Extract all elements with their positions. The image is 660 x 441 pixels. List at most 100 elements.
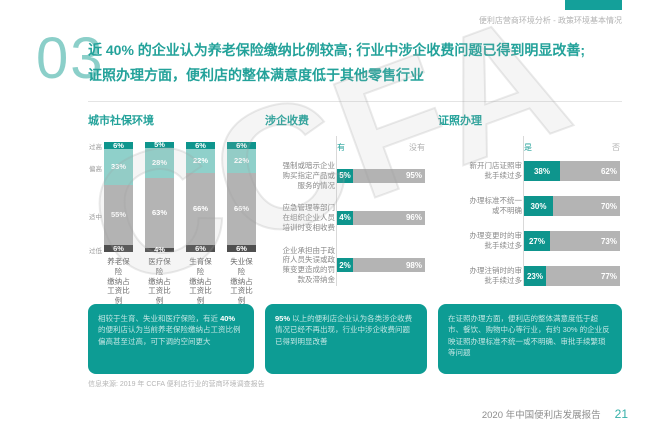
bar-no-segment: 62% [560, 161, 620, 181]
note-text: 的便利店认为当前养老保险缴纳占工资比例偏高甚至过高，可下调的空间更大 [98, 325, 241, 346]
license-legend-yes: 是 [524, 143, 532, 152]
row-label: 新开门店证照审 批手续过多 [469, 161, 523, 180]
chart-row: 应急管理等部门 在组织企业人员 培训时变相收费 4% 96% [265, 203, 427, 232]
license-legend: 是 否 [524, 142, 620, 153]
bar-segment: 33% [104, 148, 133, 185]
bar-segment: 4% [145, 245, 174, 254]
slide-title-line-1: 近 40% 的企业认为养老保险缴纳比例较高; 行业中涉企收费问题已得到明显改善; [88, 42, 586, 58]
fees-legend-yes: 有 [337, 143, 345, 152]
source-note: 信息来源: 2019 年 CCFA 便利店行业的营商环境调查报告 [88, 381, 265, 388]
note-highlight: 40% [220, 314, 236, 323]
bar-track: 30% 70% [524, 196, 620, 216]
note-highlight: 95% [275, 314, 291, 323]
bar-category-label: 生育保险 缴纳占 工资比例 [189, 257, 212, 305]
row-label: 企业承担由于政 府人员失误或政 策变更造成的罚 款及滞纳金 [282, 245, 336, 284]
bar-yes-segment: 4% [337, 210, 353, 225]
bar-no-segment: 73% [550, 231, 620, 251]
license-chart-title: 证照办理 [438, 115, 482, 127]
title-divider [88, 101, 622, 102]
axis-tick-label: 偏高 [89, 165, 102, 173]
bar-segment: 6% [227, 142, 256, 149]
row-label: 强制或暗示企业 购买指定产品或 服务的情况 [282, 161, 336, 190]
section-number: 03 [36, 26, 105, 91]
fees-chart-title: 涉企收费 [265, 115, 309, 127]
bar-segment: 6% [104, 142, 133, 149]
license-legend-no: 否 [612, 143, 620, 152]
slide-title-line-2: 证照办理方面，便利店的整体满意度低于其他零售行业 [88, 66, 424, 83]
social-chart-title: 城市社保环境 [88, 115, 154, 127]
bar-segment: 66% [186, 172, 215, 246]
chart-row: 办理注销时的审 批手续过多 23% 77% [438, 266, 622, 286]
bar-segment: 55% [104, 184, 133, 246]
note-card-fees: 95% 以上的便利店企业认为各类涉企收费情况已经不再出现，行业中涉企收费问题已得… [265, 304, 427, 374]
bar-no-segment: 96% [353, 210, 425, 225]
social-security-chart-section: 城市社保环境 过高 偏高 适中 过低 6% 33% 55% 6% 养老保险 缴纳占 工资比例 5… [88, 112, 256, 306]
chart-row: 强制或暗示企业 购买指定产品或 服务的情况 5% 95% [265, 161, 427, 190]
license-rows: 新开门店证照审 批手续过多 38% 62% 办理标准不统一 或不明确 30% 70% 办理变… [438, 161, 622, 286]
bar-no-segment: 98% [353, 258, 425, 272]
bar-yes-segment: 27% [524, 231, 550, 251]
bar-yes-segment: 5% [337, 168, 353, 183]
bar-track: 38% 62% [524, 161, 620, 181]
fees-axis-line [336, 136, 337, 286]
social-axis-labels: 过高 偏高 适中 过低 [88, 142, 104, 255]
note-text: 在证照办理方面，便利店的整体满意度低于超市、餐饮、购物中心等行业，有约 30% … [448, 314, 610, 357]
bar-yes-segment: 38% [524, 161, 560, 181]
bar-segment: 6% [186, 142, 215, 149]
fees-chart-section: 涉企收费 有 没有 强制或暗示企业 购买指定产品或 服务的情况 5% 95% 应急管理… [265, 112, 427, 298]
axis-tick-label: 过低 [89, 247, 102, 255]
row-label: 应急管理等部门 在组织企业人员 培训时变相收费 [282, 203, 336, 232]
bar-stack: 5% 28% 63% 4% [145, 141, 174, 254]
bar-segment: 6% [104, 245, 133, 252]
stacked-bar: 6% 22% 66% 6% 生育保险 缴纳占 工资比例 [186, 142, 215, 306]
note-card-social: 相较于生育、失业和医疗保险，有近 40% 的便利店认为当前养老保险缴纳占工资比例… [88, 304, 254, 374]
bar-track: 4% 96% [337, 210, 425, 225]
bar-segment: 22% [186, 148, 215, 173]
bar-stack: 6% 33% 55% 6% [104, 142, 133, 252]
license-chart-section: 证照办理 是 否 新开门店证照审 批手续过多 38% 62% 办理标准不统一 或不明确… [438, 112, 622, 301]
social-chart-bars: 6% 33% 55% 6% 养老保险 缴纳占 工资比例 5% 28% 63% 4% 医疗保险 缴纳… [104, 141, 256, 306]
note-text: 相较于生育、失业和医疗保险，有近 [98, 314, 221, 323]
chart-row: 企业承担由于政 府人员失误或政 策变更造成的罚 款及滞纳金 2% 98% [265, 246, 427, 285]
page-number: 21 [614, 407, 628, 421]
social-chart-body: 过高 偏高 适中 过低 6% 33% 55% 6% 养老保险 缴纳占 工资比例 5% 28% 63%… [88, 141, 256, 306]
bar-category-label: 医疗保险 缴纳占 工资比例 [148, 257, 171, 305]
note-text: 以上的便利店企业认为各类涉企收费情况已经不再出现，行业中涉企收费问题已得到明显改… [275, 314, 413, 346]
footer-report-title: 2020 年中国便利店发展报告 [481, 410, 601, 421]
bar-yes-segment: 30% [524, 196, 553, 216]
bar-track: 5% 95% [337, 168, 425, 183]
bar-no-segment: 70% [553, 196, 620, 216]
bar-track: 27% 73% [524, 231, 620, 251]
corner-accent-bar [565, 0, 622, 10]
slide-title: 近 40% 的企业认为养老保险缴纳比例较高; 行业中涉企收费问题已得到明显改善;… [88, 38, 636, 87]
axis-tick-label: 适中 [89, 214, 102, 222]
bar-yes-segment: 2% [337, 258, 353, 272]
chart-row: 办理标准不统一 或不明确 30% 70% [438, 196, 622, 216]
bar-yes-segment: 23% [524, 266, 546, 286]
row-label: 办理变更时的审 批手续过多 [469, 231, 523, 250]
note-card-license: 在证照办理方面，便利店的整体满意度低于超市、餐饮、购物中心等行业，有约 30% … [438, 304, 622, 374]
bar-segment: 6% [227, 245, 256, 252]
bar-segment: 5% [145, 141, 174, 148]
bar-category-label: 失业保险 缴纳占 工资比例 [230, 257, 253, 305]
bar-category-label: 养老保险 缴纳占 工资比例 [107, 257, 130, 305]
stacked-bar: 6% 33% 55% 6% 养老保险 缴纳占 工资比例 [104, 142, 133, 306]
bar-segment: 28% [145, 147, 174, 179]
row-label: 办理注销时的审 批手续过多 [469, 266, 523, 285]
bar-no-segment: 77% [546, 266, 620, 286]
stacked-bar: 5% 28% 63% 4% 医疗保险 缴纳占 工资比例 [145, 141, 174, 306]
bar-segment: 22% [227, 148, 256, 173]
row-label: 办理标准不统一 或不明确 [469, 196, 523, 215]
fees-legend: 有 没有 [337, 142, 425, 153]
bar-segment: 63% [145, 178, 174, 248]
fees-rows: 强制或暗示企业 购买指定产品或 服务的情况 5% 95% 应急管理等部门 在组织企业人… [265, 161, 427, 285]
chart-row: 办理变更时的审 批手续过多 27% 73% [438, 231, 622, 251]
bar-no-segment: 95% [353, 168, 425, 183]
header-breadcrumb: 便利店营商环境分析 - 政策环境基本情况 [478, 16, 622, 25]
bar-track: 23% 77% [524, 266, 620, 286]
bar-stack: 6% 22% 66% 6% [227, 142, 256, 252]
stacked-bar: 6% 22% 66% 6% 失业保险 缴纳占 工资比例 [227, 142, 256, 306]
license-axis-line [523, 136, 524, 286]
footer: 2020 年中国便利店发展报告 21 [482, 407, 628, 421]
